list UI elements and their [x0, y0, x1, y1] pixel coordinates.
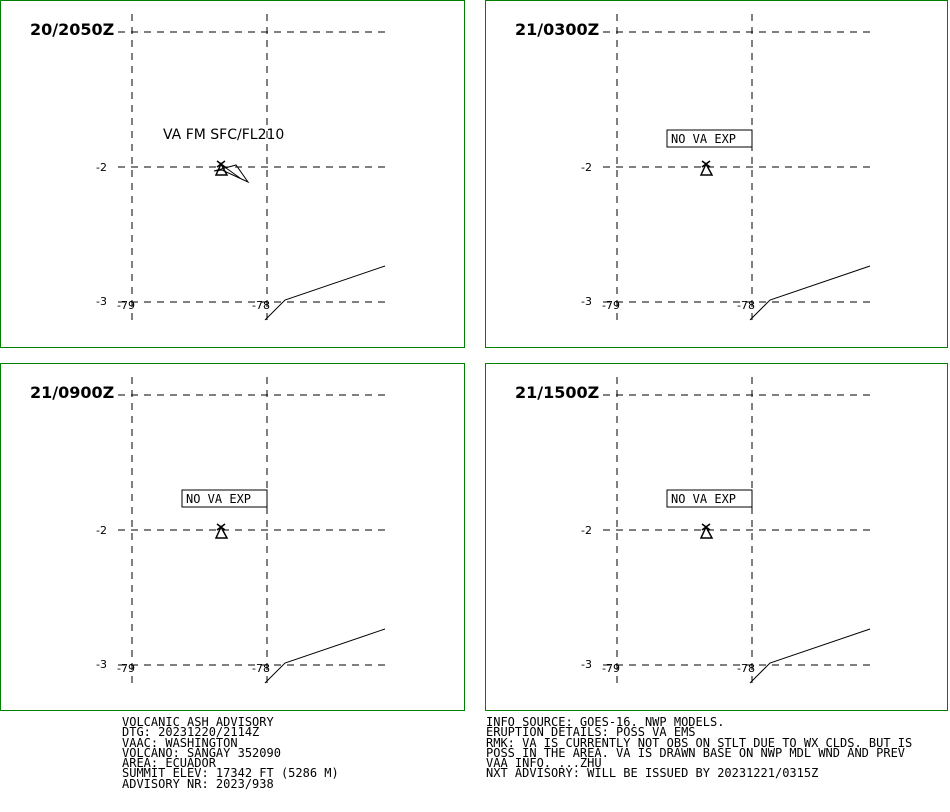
advisory-line: VAA INFO. ...ZHU: [486, 756, 602, 771]
advisory-line: INFO SOURCE: GOES-16. NWP MODELS.: [486, 715, 725, 729]
coastline: [264, 265, 386, 321]
panel-border: [485, 0, 948, 348]
lat-label: -3: [96, 658, 107, 671]
valid-time: 21/0900Z: [30, 383, 114, 402]
forecast-panel: 20/2050Z -2 -3 -79 -78 VA FM SFC/FL210: [0, 0, 465, 348]
lon-label: -78: [737, 662, 755, 675]
annotation: NO VA EXP: [671, 492, 736, 506]
lat-label: -2: [96, 161, 107, 174]
annotation: NO VA EXP: [186, 492, 251, 506]
lat-label: -3: [96, 295, 107, 308]
panel-border: [0, 363, 465, 711]
advisory-line: VAAC: WASHINGTON: [122, 735, 238, 750]
ash-hatch: [225, 167, 241, 179]
annotation: NO VA EXP: [671, 132, 736, 146]
lon-label: -78: [737, 299, 755, 312]
valid-time: 20/2050Z: [30, 20, 114, 39]
advisory-left: VOLCANIC ASH ADVISORY DTG: 20231220/2114Z…: [122, 715, 339, 791]
lat-label: -2: [581, 161, 592, 174]
valid-time: 21/1500Z: [515, 383, 599, 402]
advisory-line: NXT ADVISORY: WILL BE ISSUED BY 20231221…: [486, 766, 819, 781]
forecast-panel: 21/0900Z -2 -3 -79 -78 NO VA EXP: [0, 363, 465, 711]
volcano-symbol: [214, 523, 229, 539]
lat-label: -3: [581, 295, 592, 308]
annotation: VA FM SFC/FL210: [163, 127, 284, 143]
panel-border: [0, 0, 465, 348]
lat-label: -3: [581, 658, 592, 671]
lon-label: -79: [117, 662, 135, 675]
lon-label: -79: [602, 662, 620, 675]
lon-label: -79: [602, 299, 620, 312]
coastline: [749, 265, 871, 321]
advisory-line: ADVISORY NR: 2023/938: [122, 776, 274, 791]
advisory-line: SUMMIT ELEV: 17342 FT (5286 M): [122, 766, 339, 781]
advisory-line: RMK: VA IS CURRENTLY NOT OBS ON STLT DUE…: [486, 735, 913, 750]
lon-label: -79: [117, 299, 135, 312]
forecast-panel: 21/0300Z -2 -3 -79 -78 NO VA EXP: [485, 0, 948, 348]
advisory-line: AREA: ECUADOR: [122, 756, 216, 771]
advisory-line: POSS IN THE AREA. VA IS DRAWN BASE ON NW…: [486, 745, 906, 760]
forecast-panel: 21/1500Z -2 -3 -79 -78 NO VA EXP: [485, 363, 948, 711]
lon-label: -78: [252, 299, 270, 312]
advisory-line: VOLCANIC ASH ADVISORY: [122, 715, 274, 729]
lat-label: -2: [581, 524, 592, 537]
coastline: [264, 628, 386, 684]
advisory-line: ERUPTION DETAILS: POSS VA EMS: [486, 725, 696, 740]
panel-border: [485, 363, 948, 711]
annotation-box: [666, 489, 753, 508]
annotation-box: [181, 489, 268, 508]
coastline: [749, 628, 871, 684]
advisory-right: INFO SOURCE: GOES-16. NWP MODELS. ERUPTIO…: [486, 715, 913, 781]
volcano-symbol: [699, 160, 714, 176]
advisory-line: DTG: 20231220/2114Z: [122, 725, 260, 740]
volcano-symbol: [699, 523, 714, 539]
annotation-box: [666, 129, 753, 148]
lon-label: -78: [252, 662, 270, 675]
valid-time: 21/0300Z: [515, 20, 599, 39]
lat-label: -2: [96, 524, 107, 537]
ash-area: [213, 164, 250, 184]
advisory-line: VOLCANO: SANGAY 352090: [122, 745, 281, 760]
